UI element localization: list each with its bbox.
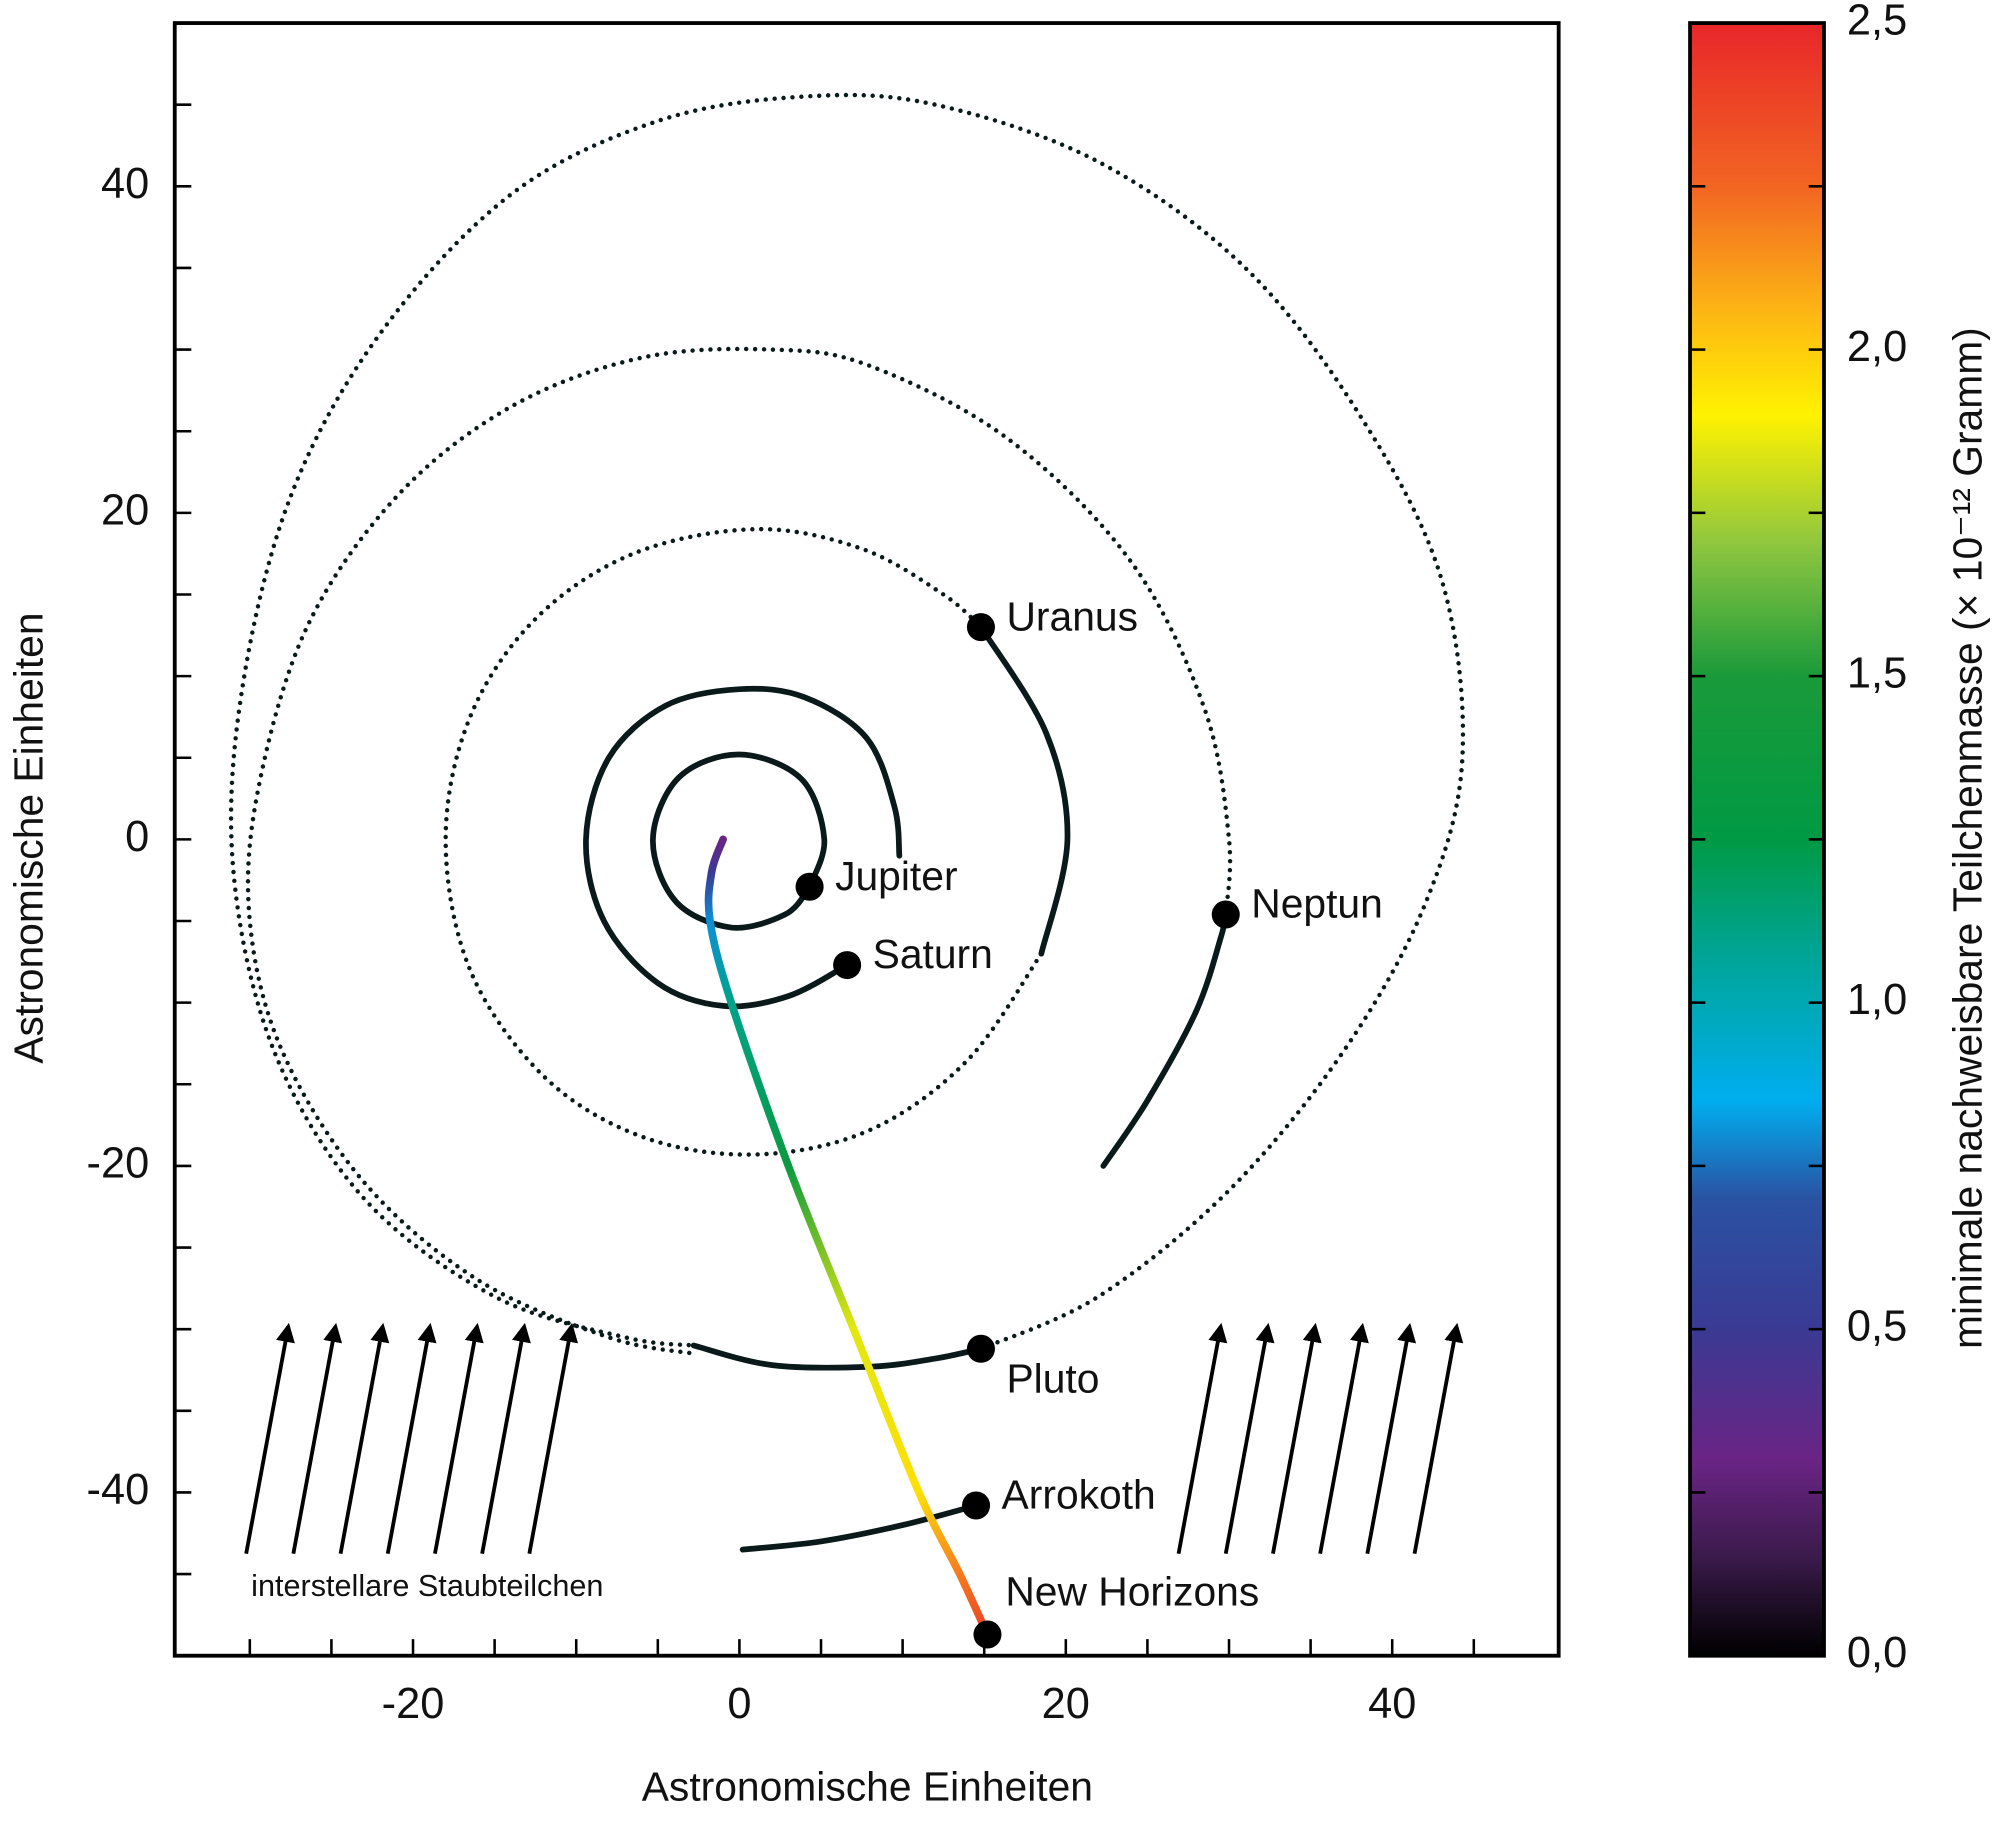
body-label: Jupiter: [835, 853, 957, 899]
orbit-track: [690, 1342, 984, 1371]
dust-arrow: [1318, 1322, 1369, 1555]
orbit-track: [1100, 911, 1229, 1169]
dust-arrow: [1176, 1322, 1228, 1555]
colorbar-tick-label: 2,5: [1847, 0, 1907, 45]
y-tick-label: 20: [101, 486, 149, 534]
annotation: interstellare Staubteilchen: [251, 1569, 603, 1603]
x-tick-label: 20: [1042, 1680, 1090, 1728]
body-marker: [962, 1491, 991, 1520]
dust-arrow: [1365, 1322, 1417, 1555]
dust-arrow: [385, 1322, 437, 1555]
body-marker: [795, 872, 824, 901]
orbit-track: [583, 685, 903, 1010]
colorbar-tick-label: 0,5: [1847, 1303, 1907, 1351]
x-tick-label: -20: [382, 1680, 445, 1728]
x-tick-label: 0: [727, 1680, 751, 1728]
dust-arrow: [527, 1322, 579, 1555]
dust-arrow: [433, 1322, 484, 1555]
orbit-track: [228, 92, 1466, 1352]
body-label: New Horizons: [1005, 1569, 1259, 1615]
orbit-track: [650, 751, 828, 931]
dust-arrow: [480, 1322, 531, 1555]
dust-arrow: [291, 1322, 343, 1555]
dust-arrow: [244, 1322, 295, 1555]
y-tick-label: -40: [87, 1466, 150, 1514]
trajectory: [704, 835, 992, 1639]
body-marker: [1211, 900, 1240, 929]
body-label: Pluto: [1006, 1356, 1099, 1402]
body-marker: [966, 1334, 995, 1363]
body-marker: [833, 951, 862, 980]
plot-frame: [172, 21, 1561, 1658]
y-tick-label: 0: [125, 813, 149, 861]
x-axis-label: Astronomische Einheiten: [642, 1763, 1093, 1809]
colorbar-tick-label: 1,0: [1847, 976, 1907, 1024]
colorbar-tick-label: 0,0: [1847, 1629, 1907, 1677]
orbit-track: [978, 624, 1071, 957]
dust-arrow: [338, 1322, 390, 1555]
orbit-track: [245, 346, 1233, 1356]
colorbar-label: minimale nachweisbare Teilchenmasse (× 1…: [1944, 327, 1990, 1349]
dust-arrow: [1271, 1322, 1322, 1555]
body-label: Neptun: [1251, 881, 1383, 927]
colorbar-tick-label: 1,5: [1847, 650, 1907, 698]
y-tick-label: -20: [87, 1139, 150, 1187]
body-marker: [966, 613, 995, 642]
colorbar-tick-label: 2,0: [1847, 323, 1907, 371]
dust-arrow: [1223, 1322, 1275, 1555]
body-label: Uranus: [1006, 593, 1138, 639]
y-tick-label: 40: [101, 160, 149, 208]
body-label: Arrokoth: [1002, 1472, 1156, 1518]
orbit-track: [443, 526, 1044, 1157]
colorbar: [1688, 21, 1826, 1658]
dust-arrow: [1412, 1322, 1464, 1555]
body-marker: [973, 1620, 1002, 1649]
x-tick-label: 40: [1368, 1680, 1416, 1728]
body-label: Saturn: [873, 931, 993, 977]
y-axis-label: Astronomische Einheiten: [6, 612, 52, 1063]
orbit-track: [739, 1502, 979, 1553]
